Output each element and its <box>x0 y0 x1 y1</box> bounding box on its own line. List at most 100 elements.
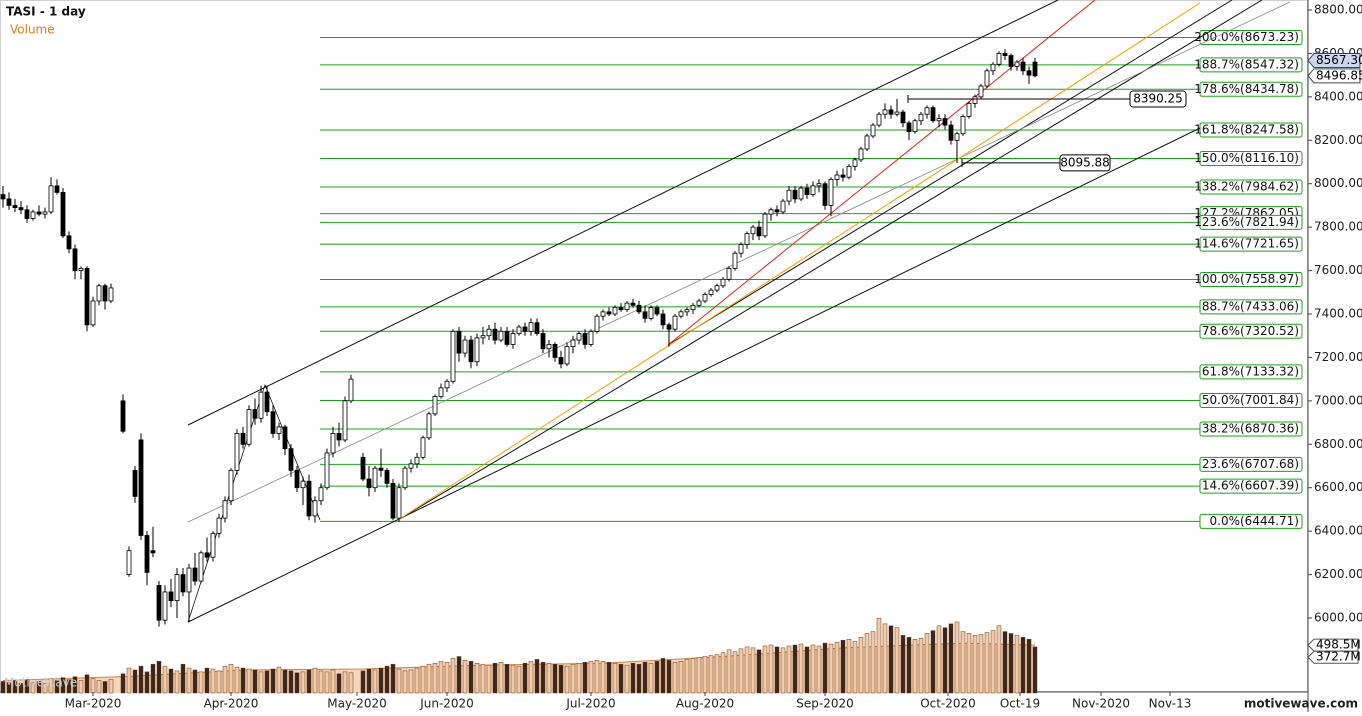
candle-body <box>144 535 150 573</box>
volume-bar <box>642 662 648 694</box>
volume-bar <box>150 663 156 694</box>
volume-bar <box>96 680 102 694</box>
volume-bar <box>198 671 204 694</box>
candle-body <box>906 122 912 132</box>
volume-bar <box>516 665 522 694</box>
x-tick-label: Oct-19 <box>1000 697 1040 711</box>
volume-bar <box>996 625 1002 694</box>
fib-label: 188.7%(8547.32) <box>1194 57 1299 71</box>
candle-body <box>480 335 486 339</box>
candle-body <box>636 304 642 313</box>
volume-bar <box>1008 633 1014 694</box>
volume-bar <box>684 659 690 694</box>
volume-bar <box>726 649 732 694</box>
volume-bar <box>270 668 276 694</box>
candle-body <box>690 304 696 311</box>
volume-bar <box>498 662 504 694</box>
volume-bar <box>924 633 930 694</box>
candle-body <box>96 285 102 302</box>
volume-bar <box>834 641 840 694</box>
volume-bar <box>1020 637 1026 694</box>
volume-bar <box>948 623 954 694</box>
candle-body <box>48 185 54 213</box>
volume-bar <box>12 680 18 694</box>
volume-bar <box>402 670 408 694</box>
volume-bar <box>48 678 54 694</box>
candle-body <box>150 550 156 554</box>
volume-bar <box>930 630 936 694</box>
candle-body <box>498 330 504 341</box>
fib-label-box <box>1199 214 1303 230</box>
volume-bar <box>366 668 372 694</box>
candle-body <box>42 211 48 215</box>
volume-bar <box>372 669 378 694</box>
candle-body <box>810 185 816 195</box>
volume-bar <box>762 645 768 694</box>
candle-body <box>738 244 744 254</box>
x-tick-label: May-2020 <box>327 697 386 711</box>
candle-body <box>162 591 168 621</box>
fib-label-box <box>1199 81 1303 97</box>
volume-bar <box>204 667 210 694</box>
volume-bar <box>72 676 78 694</box>
candle-body <box>474 337 480 363</box>
volume-bar <box>696 657 702 694</box>
candle-body <box>1002 53 1008 56</box>
candle-body <box>120 400 126 432</box>
volume-bar <box>678 661 684 694</box>
candle-body <box>666 324 672 330</box>
volume-bar <box>0 681 6 694</box>
candle-body <box>252 409 258 419</box>
volume-bar <box>24 679 30 694</box>
candle-body <box>264 391 270 413</box>
fib-label-box <box>1199 392 1303 408</box>
candle-body <box>972 96 978 104</box>
fib-label-box <box>1199 513 1303 529</box>
volume-bar <box>408 669 414 694</box>
candle-body <box>858 148 864 161</box>
credit: motivewave.com <box>1244 697 1358 711</box>
volume-bar <box>600 661 606 694</box>
candle-body <box>342 400 348 441</box>
volume-bar <box>384 665 390 694</box>
volume-bar <box>618 663 624 694</box>
x-tick-label: Apr-2020 <box>204 697 259 711</box>
candle-body <box>996 53 1002 65</box>
price-marker-box <box>1307 53 1361 69</box>
candle-body <box>528 322 534 332</box>
candle-body <box>336 433 342 441</box>
volume-bar <box>132 669 138 694</box>
candle-body <box>786 189 792 202</box>
volume-bar <box>414 667 420 694</box>
volume-bar <box>180 663 186 694</box>
candle-body <box>762 213 768 237</box>
candle-body <box>24 209 30 219</box>
fib-label: 178.6%(8434.78) <box>1194 82 1299 96</box>
candle-body <box>696 300 702 306</box>
price-marker-label: 8567.30 <box>1316 53 1362 67</box>
volume-bar <box>240 667 246 694</box>
candle-body <box>570 339 576 347</box>
volume-bar <box>786 645 792 694</box>
annotation-box <box>1059 154 1111 172</box>
candle-body <box>78 267 84 271</box>
volume-bar <box>156 661 162 694</box>
volume-label: Volume <box>10 23 55 37</box>
volume-bar <box>108 679 114 694</box>
volume-bar <box>222 665 228 694</box>
candle-body <box>642 311 648 319</box>
y-tick-label: 8000.00 <box>1314 176 1362 190</box>
y-tick-label: 6400.00 <box>1314 524 1362 538</box>
volume-bar <box>282 669 288 694</box>
candle-body <box>174 574 180 602</box>
candle-body <box>780 200 786 213</box>
candle-body <box>408 463 414 469</box>
y-tick-label: 6200.00 <box>1314 567 1362 581</box>
volume-bar <box>546 662 552 694</box>
candle-body <box>30 211 36 219</box>
candle-body <box>918 113 924 122</box>
candle-body <box>828 178 834 206</box>
fib-label: 88.7%(7433.06) <box>1202 299 1299 313</box>
volume-bar <box>276 666 282 694</box>
candle-body <box>1008 55 1014 67</box>
